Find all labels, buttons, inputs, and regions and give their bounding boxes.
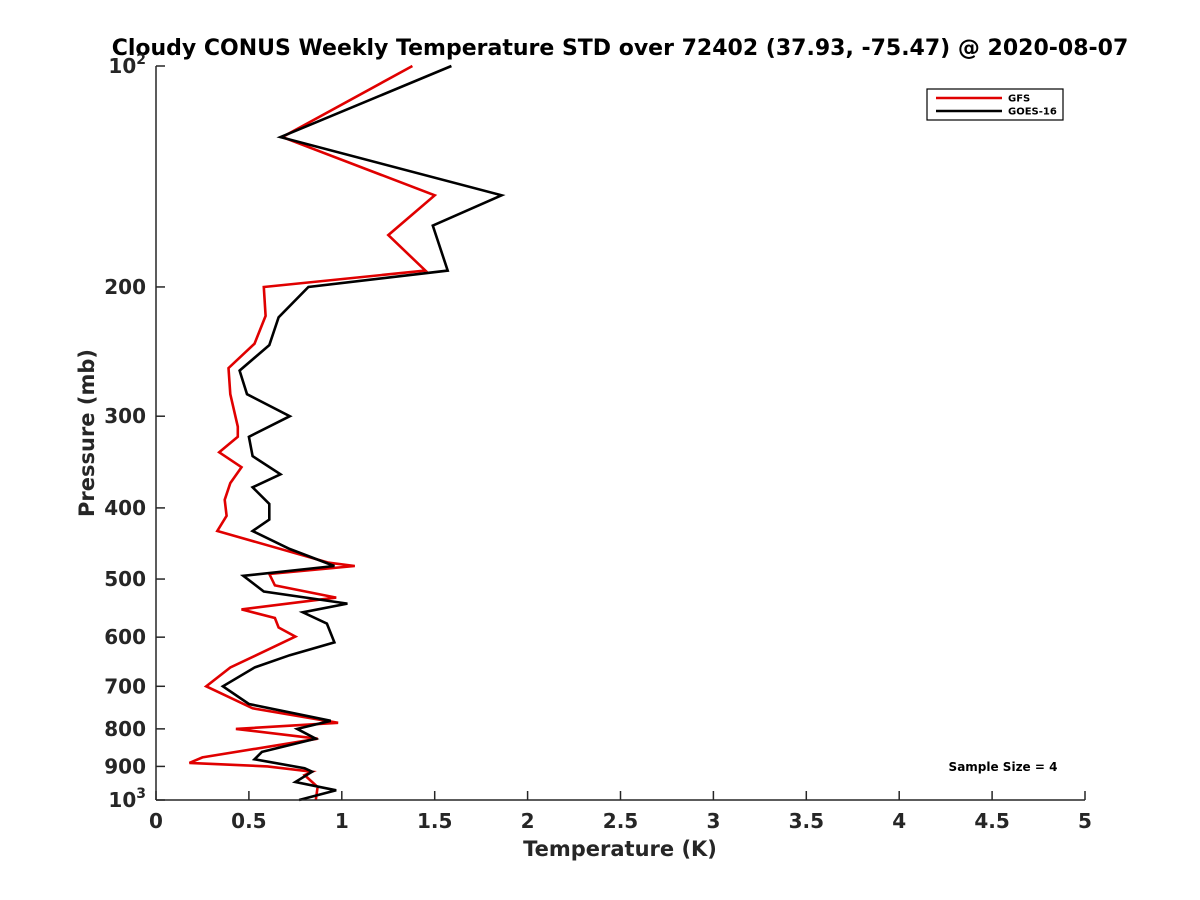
x-tick-label: 0 [149,809,163,833]
x-tick-label: 0.5 [231,809,266,833]
axes [155,66,1085,801]
y-tick-label: 500 [104,567,146,591]
x-ticks: 0 0.5 1 1.5 2 2.5 3 3.5 4 4.5 5 [149,791,1092,833]
sample-size-annotation: Sample Size = 4 [949,760,1058,774]
y-tick-label: 102 [108,52,146,78]
y-tick-label: 800 [104,717,146,741]
series-layer [188,64,506,802]
x-axis-title: Temperature (K) [523,837,717,861]
y-ticks: 102 200 300 400 500 600 700 800 900 103 [104,52,165,812]
y-tick-label: 200 [104,275,146,299]
series-line-goes-16 [220,64,506,802]
x-tick-label: 3 [706,809,720,833]
legend-label: GOES-16 [1008,107,1057,118]
y-axis-title: Pressure (mb) [75,349,99,517]
y-tick-label: 600 [104,625,146,649]
legend-label: GFS [1008,94,1030,105]
x-tick-label: 2.5 [603,809,638,833]
x-tick-label: 1 [335,809,349,833]
y-tick-label: 300 [104,404,146,428]
x-tick-label: 4.5 [974,809,1009,833]
x-tick-label: 3.5 [789,809,824,833]
y-tick-label: 700 [104,674,146,698]
y-tick-label: 103 [108,786,146,812]
chart-title: Cloudy CONUS Weekly Temperature STD over… [112,36,1129,61]
x-tick-label: 5 [1078,809,1092,833]
x-tick-label: 4 [892,809,906,833]
x-tick-label: 2 [521,809,535,833]
y-tick-label: 900 [104,754,146,778]
x-tick-label: 1.5 [417,809,452,833]
legend: GFS GOES-16 [926,88,1064,121]
y-tick-label: 400 [104,496,146,520]
legend-box [926,88,1064,121]
